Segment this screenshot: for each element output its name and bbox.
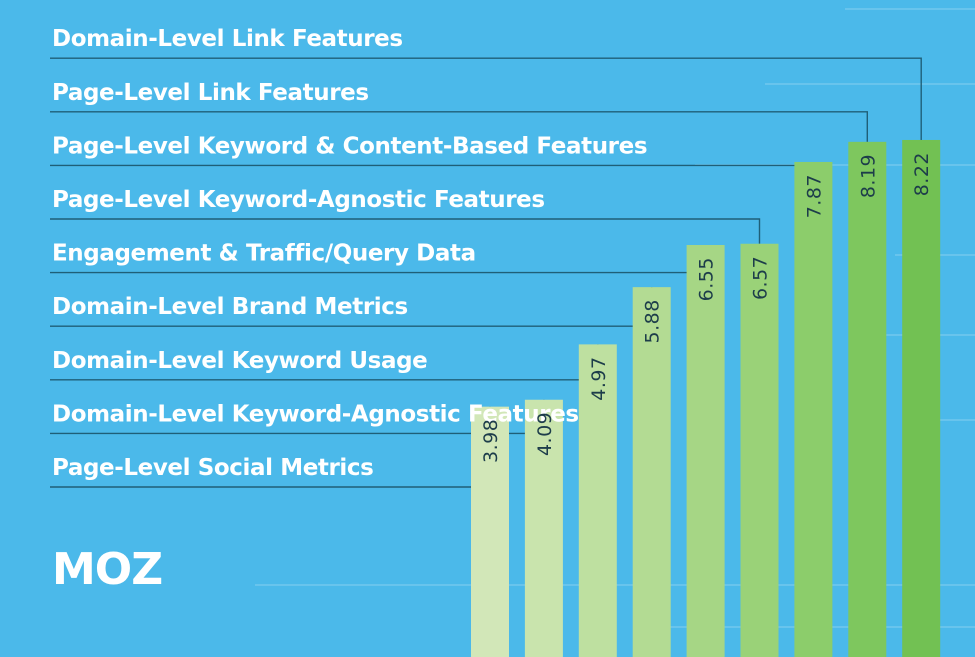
bar bbox=[524, 399, 563, 657]
bar bbox=[848, 141, 887, 657]
category-label: Page-Level Keyword-Agnostic Features bbox=[52, 187, 545, 213]
connector-line bbox=[50, 218, 761, 244]
moz-logo: MOZ bbox=[52, 544, 162, 595]
bar bbox=[632, 287, 671, 657]
connector-line bbox=[50, 161, 815, 167]
category-label: Page-Level Keyword & Content-Based Featu… bbox=[52, 133, 647, 159]
bar bbox=[794, 161, 833, 657]
category-label: Domain-Level Keyword-Agnostic Features bbox=[52, 401, 579, 427]
bar-value-label: 3.98 bbox=[480, 419, 502, 463]
category-label: Page-Level Link Features bbox=[52, 80, 369, 106]
bar bbox=[578, 344, 617, 657]
bar-value-label: 4.09 bbox=[534, 412, 556, 456]
category-labels: Page-Level Social Metrics Domain-Level Ke… bbox=[52, 26, 648, 481]
bar-value-label: 8.19 bbox=[857, 154, 879, 198]
bar-value-label: 8.22 bbox=[911, 152, 933, 196]
bar bbox=[471, 406, 509, 657]
connector-line bbox=[50, 111, 868, 142]
bar bbox=[686, 245, 725, 657]
bar-value-label: 6.55 bbox=[696, 257, 718, 301]
bar bbox=[740, 243, 779, 657]
connector-line bbox=[50, 57, 922, 140]
category-label: Engagement & Traffic/Query Data bbox=[52, 241, 476, 267]
bars bbox=[471, 139, 941, 657]
bar-value-label: 6.57 bbox=[750, 256, 772, 300]
bar bbox=[902, 139, 941, 657]
bar-value-label: 7.87 bbox=[803, 174, 825, 218]
value-labels: 3.98 4.09 4.97 5.88 6.55 6.57 7.87 8.19 8.22 bbox=[480, 152, 933, 463]
bar-value-label: 4.97 bbox=[588, 356, 610, 400]
category-label: Domain-Level Brand Metrics bbox=[52, 294, 408, 320]
bar-value-label: 5.88 bbox=[642, 299, 664, 343]
category-label: Domain-Level Keyword Usage bbox=[52, 348, 427, 374]
category-label: Domain-Level Link Features bbox=[52, 26, 403, 52]
category-label: Page-Level Social Metrics bbox=[52, 455, 373, 481]
